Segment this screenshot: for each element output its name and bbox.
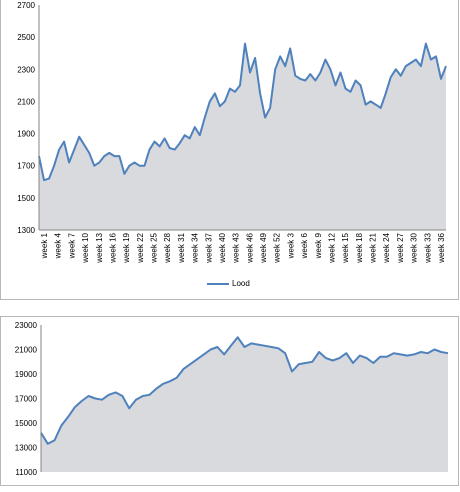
y-tick-label: 23000 (15, 321, 38, 330)
y-tick-label: 1300 (17, 226, 35, 235)
legend-swatch (207, 282, 229, 285)
x-tick-label: week 30 (410, 232, 419, 263)
x-tick-label: week 36 (437, 232, 446, 263)
x-tick-label: week 46 (245, 232, 254, 263)
x-tick-label: week 7 (67, 232, 76, 259)
x-tick-label: week 52 (273, 232, 282, 263)
y-tick-label: 1700 (17, 162, 35, 171)
x-tick-label: week 4 (54, 232, 63, 259)
y-tick-label: 2700 (17, 1, 35, 10)
y-tick-label: 2500 (17, 33, 35, 42)
x-tick-label: week 28 (163, 232, 172, 263)
series-area (39, 43, 446, 230)
x-tick-label: week 25 (150, 232, 159, 263)
x-tick-label: week 1 (40, 232, 49, 259)
x-tick-label: week 40 (218, 232, 227, 263)
x-tick-label: week 9 (314, 232, 323, 259)
x-tick-label: week 12 (327, 232, 336, 263)
series-area (41, 337, 448, 472)
y-tick-label: 21000 (15, 346, 38, 355)
series-line (40, 336, 449, 445)
chart-panel-2: 11000 13000 15000 17000 19000 21000 23000 (0, 316, 459, 486)
y-tick-label: 15000 (15, 419, 38, 428)
legend-label: Lood (232, 279, 250, 288)
x-tick-label: week 13 (95, 232, 104, 263)
y-tick-label: 19000 (15, 370, 38, 379)
x-tick-label: week 33 (423, 232, 432, 263)
x-tick-label: week 3 (286, 232, 295, 259)
x-tick-label: week 49 (259, 232, 268, 263)
series-line (38, 42, 447, 182)
y-tick-label: 1900 (17, 130, 35, 139)
x-tick-label: week 21 (369, 232, 378, 263)
chart-panel-1: 1300 1500 1700 1900 2100 2300 2500 2700 week 1 we… (0, 0, 459, 300)
x-tick-label: week 31 (177, 232, 186, 263)
x-tick-label: week 18 (355, 232, 364, 263)
y-tick-label: 2300 (17, 65, 35, 74)
x-tick-label: week 27 (396, 232, 405, 263)
x-tick-label: week 16 (108, 232, 117, 263)
y-tick-label: 17000 (15, 395, 38, 404)
x-tick-label: week 24 (382, 232, 391, 263)
y-tick-label: 11000 (15, 468, 37, 477)
y-tick-label: 2100 (17, 97, 35, 106)
x-tick-label: week 34 (191, 232, 200, 263)
y-tick-label: 13000 (15, 444, 38, 453)
x-tick-label: week 15 (341, 232, 350, 263)
x-tick-label: week 37 (204, 232, 213, 263)
x-tick-label: week 19 (122, 232, 131, 263)
x-tick-label: week 6 (300, 232, 309, 259)
chart-1: 1300 1500 1700 1900 2100 2300 2500 2700 week 1 we… (17, 1, 447, 264)
y-tick-label: 1500 (17, 194, 35, 203)
x-tick-label: week 43 (232, 232, 241, 263)
chart-2: 11000 13000 15000 17000 19000 21000 23000 (15, 321, 449, 477)
x-tick-label: week 22 (136, 232, 145, 263)
x-tick-label: week 10 (81, 232, 90, 263)
legend: Lood (207, 279, 250, 288)
